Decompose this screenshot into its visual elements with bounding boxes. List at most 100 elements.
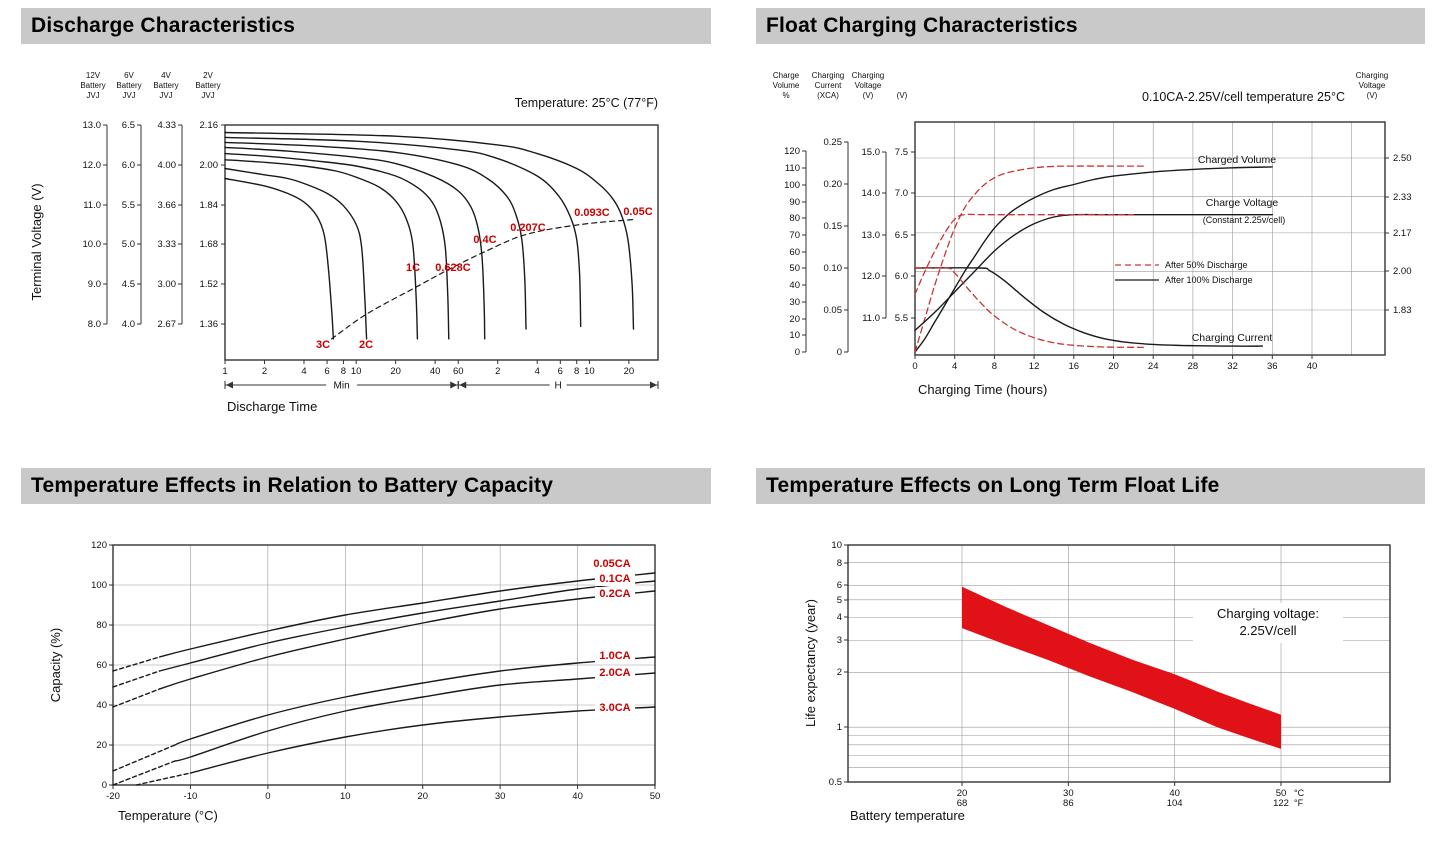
svg-text:120: 120 — [784, 146, 800, 157]
svg-text:1.84: 1.84 — [200, 200, 219, 211]
panel-discharge-characteristics: Discharge Characteristics 13.0 12.0 11.0 10… — [21, 8, 711, 429]
svg-text:(V): (V) — [863, 91, 874, 100]
section-title: Discharge Characteristics — [31, 14, 296, 37]
svg-text:Charging: Charging — [1356, 71, 1388, 80]
svg-text:Min: Min — [334, 381, 350, 392]
svg-text:40: 40 — [572, 791, 583, 802]
svg-text:3.66: 3.66 — [158, 200, 177, 211]
svg-text:12.0: 12.0 — [83, 160, 102, 171]
series-charging-current-100 — [914, 267, 1264, 347]
svg-text:40: 40 — [430, 366, 441, 377]
series-3.0CA — [189, 706, 656, 774]
svg-text:7.5: 7.5 — [895, 147, 908, 158]
y-scale-3: 7.5 7.0 6.5 6.0 5.5 (V) — [895, 91, 915, 324]
series-knee-locus — [331, 218, 635, 340]
svg-text:0.20: 0.20 — [824, 179, 843, 190]
float-charging-svg: 1201101009080706050403020100ChargeVolume… — [773, 71, 1412, 397]
svg-text:Temperature (°C): Temperature (°C) — [118, 808, 218, 823]
svg-text:20: 20 — [789, 314, 800, 325]
svg-text:20: 20 — [390, 366, 401, 377]
svg-text:40: 40 — [1307, 361, 1318, 372]
svg-text:2: 2 — [262, 366, 267, 377]
y-scale-0: 10 8 6 5 4 3 2 1 0.5 — [829, 540, 848, 788]
svg-text:0.10CA-2.25V/cell temperature: 0.10CA-2.25V/cell temperature 25°C — [1142, 90, 1345, 104]
svg-text:30: 30 — [495, 791, 506, 802]
svg-text:6: 6 — [324, 366, 329, 377]
svg-text:Charge Voltage: Charge Voltage — [1206, 197, 1279, 209]
svg-text:5.0: 5.0 — [122, 239, 135, 250]
discharge-characteristics-chart: 13.0 12.0 11.0 10.0 9.0 8.0 12V Battery JVJ 6.5 6.… — [21, 52, 711, 429]
svg-text:6.0: 6.0 — [122, 160, 135, 171]
svg-text:3.33: 3.33 — [158, 239, 177, 250]
svg-text:1.0CA: 1.0CA — [599, 650, 630, 662]
svg-text:60: 60 — [96, 660, 107, 671]
svg-text:Voltage: Voltage — [855, 81, 882, 90]
svg-text:-10: -10 — [184, 791, 198, 802]
svg-text:2C: 2C — [359, 339, 373, 351]
svg-text:30: 30 — [1063, 788, 1074, 799]
svg-text:Capacity (%): Capacity (%) — [48, 628, 63, 702]
svg-text:%: % — [782, 91, 789, 100]
svg-text:1C: 1C — [406, 262, 420, 274]
svg-text:2.33: 2.33 — [1393, 192, 1412, 203]
svg-text:H: H — [555, 381, 562, 392]
series-0.05C — [224, 131, 635, 330]
series-1.0CA — [174, 656, 656, 746]
svg-text:Discharge Time: Discharge Time — [227, 399, 317, 414]
svg-text:8.0: 8.0 — [88, 319, 101, 330]
svg-text:1.83: 1.83 — [1393, 305, 1412, 316]
svg-text:Life expectancy (year): Life expectancy (year) — [803, 599, 818, 727]
svg-text:Battery: Battery — [116, 81, 141, 90]
svg-text:0.628C: 0.628C — [435, 262, 471, 274]
svg-text:2.17: 2.17 — [1393, 228, 1412, 239]
svg-text:0.2CA: 0.2CA — [599, 588, 630, 600]
svg-text:JVJ: JVJ — [201, 91, 214, 100]
label-backdrop — [594, 701, 636, 715]
svg-text:30: 30 — [789, 297, 800, 308]
plot-frame — [914, 121, 1386, 356]
svg-text:3C: 3C — [316, 339, 330, 351]
series-1C — [224, 159, 419, 340]
series-charged-volume-100 — [914, 166, 1273, 353]
plot-frame — [224, 124, 659, 361]
section-title: Temperature Effects in Relation to Batte… — [31, 474, 554, 497]
series-0.05CA-dash — [112, 656, 161, 672]
svg-text:3.00: 3.00 — [158, 279, 177, 290]
svg-text:4: 4 — [952, 361, 957, 372]
series-2.0CA-dash — [112, 760, 176, 786]
svg-text:6V: 6V — [124, 71, 134, 80]
svg-text:Battery temperature: Battery temperature — [850, 808, 965, 823]
svg-text:1: 1 — [837, 722, 842, 733]
section-title-bar: Temperature Effects on Long Term Float L… — [756, 468, 1425, 504]
svg-text:20: 20 — [96, 740, 107, 751]
section-title-bar: Discharge Characteristics — [21, 8, 711, 44]
svg-text:Charge: Charge — [773, 71, 800, 80]
svg-text:2.00: 2.00 — [1393, 266, 1412, 277]
svg-text:Charging: Charging — [852, 71, 884, 80]
svg-text:8: 8 — [574, 366, 579, 377]
svg-text:13.0: 13.0 — [862, 230, 881, 241]
series-0.207C — [224, 141, 527, 330]
svg-text:90: 90 — [789, 197, 800, 208]
svg-text:5.5: 5.5 — [895, 313, 908, 324]
series-0.4C — [224, 146, 486, 340]
svg-text:7.0: 7.0 — [895, 188, 908, 199]
svg-text:Charged Volume: Charged Volume — [1198, 154, 1276, 166]
float-life-svg: 1086543210.5206830864010450122°C°FChargi… — [803, 540, 1391, 823]
label-backdrop — [594, 587, 636, 601]
svg-text:20: 20 — [417, 791, 428, 802]
label-backdrop — [594, 572, 636, 586]
svg-text:0: 0 — [912, 361, 917, 372]
svg-text:36: 36 — [1267, 361, 1278, 372]
series-0.1CA-dash — [112, 670, 161, 688]
series-charge-voltage-100 — [914, 213, 1273, 332]
svg-text:(V): (V) — [1367, 91, 1378, 100]
svg-text:After 50% Discharge: After 50% Discharge — [1165, 260, 1248, 270]
svg-text:120: 120 — [91, 540, 107, 551]
svg-text:2.00: 2.00 — [200, 160, 219, 171]
svg-text:1.36: 1.36 — [200, 319, 219, 330]
svg-text:122: 122 — [1273, 798, 1289, 809]
